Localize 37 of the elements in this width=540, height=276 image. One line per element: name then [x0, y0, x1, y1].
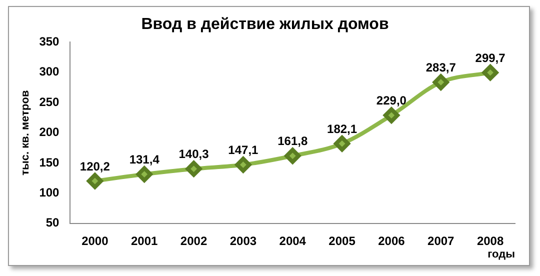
- y-tick-label: 200: [39, 125, 60, 140]
- point: [383, 107, 400, 124]
- point: [186, 160, 202, 177]
- point: [136, 166, 152, 182]
- y-tick-label: 50: [46, 216, 60, 230]
- x-tick-label: 2003: [230, 234, 257, 248]
- x-tick-label: 2008: [476, 234, 504, 248]
- data-label: 140,3: [178, 147, 210, 162]
- data-label: 161,8: [278, 134, 308, 148]
- x-tick-label: 2006: [378, 234, 406, 248]
- x-tick-label: 2007: [428, 234, 455, 248]
- y-tick-label: 250: [39, 94, 60, 109]
- data-label: 299,7: [475, 50, 506, 65]
- data-label: 283,7: [426, 60, 456, 75]
- x-axis-title: годы: [488, 248, 515, 260]
- x-tick-label: 2005: [328, 234, 356, 248]
- y-tick-label: 100: [39, 186, 60, 200]
- point: [284, 148, 301, 164]
- y-tick-label: 150: [39, 155, 60, 170]
- y-axis-title: тыс. кв. метров: [20, 90, 32, 176]
- data-label: 147,1: [228, 143, 259, 158]
- data-label: 120,2: [80, 159, 110, 174]
- x-tick-label: 2002: [180, 234, 208, 248]
- point: [235, 156, 252, 173]
- y-tick-label: 300: [39, 64, 60, 79]
- chart-title: Ввод в действие жилых домов: [141, 16, 389, 34]
- x-tick-label: 2001: [131, 234, 158, 248]
- point: [482, 64, 498, 81]
- x-tick-label: 2000: [82, 234, 109, 248]
- data-label: 182,1: [327, 122, 358, 136]
- point: [432, 74, 449, 90]
- x-tick-label: 2004: [279, 234, 306, 248]
- data-label: 229,0: [376, 94, 407, 108]
- y-tick-label: 350: [39, 34, 60, 49]
- point: [334, 136, 350, 152]
- data-label: 131,4: [129, 152, 160, 167]
- point: [86, 173, 103, 189]
